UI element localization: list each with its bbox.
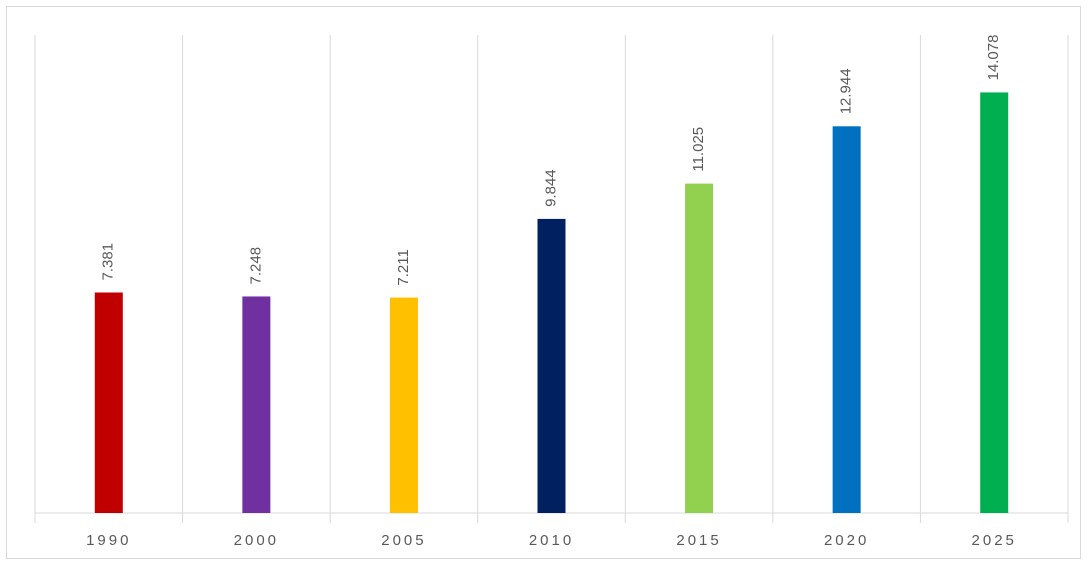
- bar: [685, 183, 714, 514]
- bar: [94, 292, 123, 513]
- x-tick-label: 2010: [529, 532, 574, 549]
- x-tick-label: 2020: [824, 532, 869, 549]
- data-label: 7.381: [100, 243, 117, 281]
- data-label: 11.025: [690, 127, 707, 172]
- data-label: 14.078: [985, 35, 1002, 81]
- data-label: 12.944: [838, 68, 855, 114]
- bar: [980, 92, 1009, 514]
- data-label: 7.248: [247, 247, 264, 285]
- data-label: 7.211: [395, 249, 412, 285]
- bar: [832, 126, 861, 513]
- bar: [537, 218, 566, 513]
- x-tick-label: 2000: [234, 532, 279, 549]
- x-tick-label: 2015: [676, 532, 721, 549]
- bar: [389, 297, 418, 513]
- x-tick-label: 2025: [972, 532, 1017, 549]
- x-tick-label: 1990: [86, 532, 131, 549]
- bar: [242, 296, 271, 513]
- x-tick-label: 2005: [381, 532, 426, 549]
- data-label: 9.844: [542, 169, 559, 207]
